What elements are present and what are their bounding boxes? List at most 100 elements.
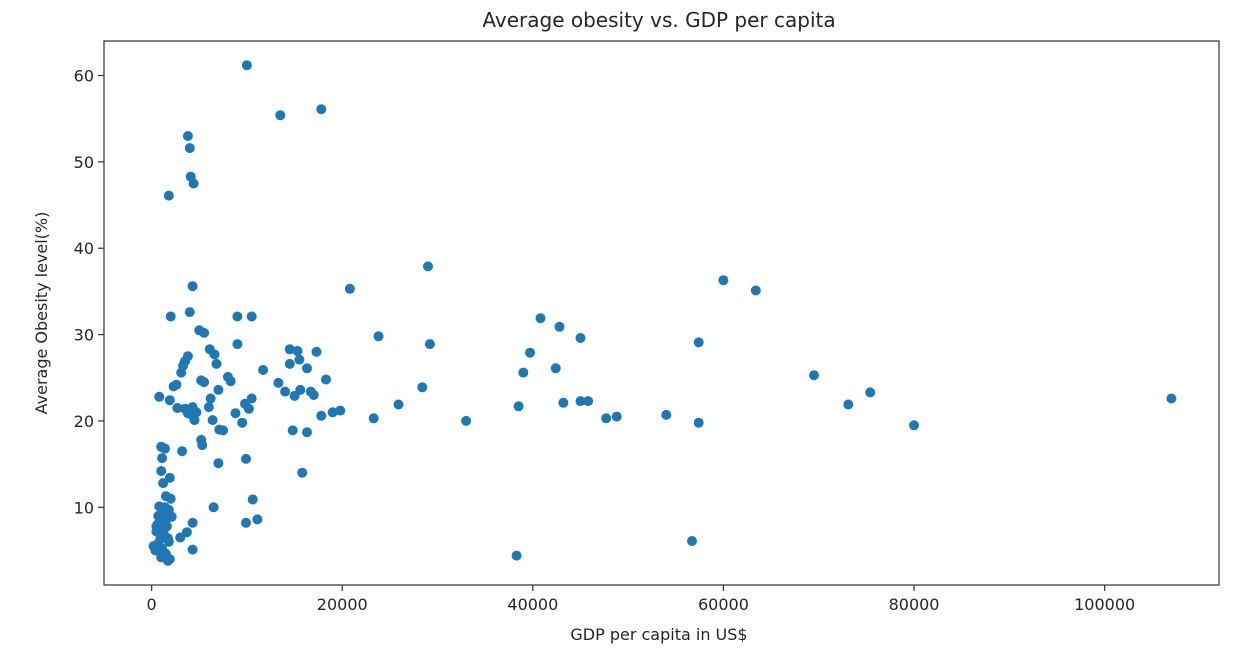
data-point — [373, 331, 384, 342]
x-tick-label: 0 — [147, 595, 157, 614]
data-point — [213, 458, 224, 469]
data-point — [209, 349, 220, 360]
data-point — [321, 374, 331, 385]
data-point — [207, 415, 218, 426]
data-point — [718, 275, 729, 286]
data-point — [171, 379, 182, 390]
data-point — [164, 395, 175, 406]
data-point — [575, 396, 586, 407]
y-axis: 10 20 30 40 50 60 — [74, 67, 104, 517]
data-point — [554, 321, 565, 332]
data-point — [208, 502, 219, 513]
data-point — [287, 425, 298, 436]
data-point — [311, 346, 322, 357]
data-point — [611, 411, 622, 422]
data-point — [160, 506, 170, 517]
data-point — [247, 494, 258, 505]
data-point — [297, 467, 308, 478]
data-point — [165, 311, 176, 322]
data-point — [161, 521, 172, 532]
data-point — [423, 261, 433, 272]
data-point — [302, 427, 312, 438]
data-point — [1166, 393, 1177, 404]
data-point — [461, 415, 472, 426]
data-point — [294, 354, 305, 365]
y-tick-label: 60 — [74, 67, 94, 86]
data-point — [284, 344, 295, 355]
data-point — [237, 417, 248, 428]
data-point — [327, 407, 338, 418]
data-point — [163, 536, 174, 547]
y-tick-label: 10 — [74, 498, 94, 517]
data-point — [199, 327, 210, 338]
data-point — [199, 377, 210, 388]
data-point — [292, 346, 303, 356]
data-point — [417, 382, 428, 393]
data-point — [165, 493, 176, 504]
data-point — [661, 409, 672, 420]
data-points — [148, 60, 1177, 566]
data-point — [302, 363, 312, 374]
data-point — [511, 550, 522, 561]
data-point — [252, 514, 263, 525]
data-point — [191, 407, 202, 418]
data-point — [230, 408, 241, 419]
data-point — [203, 402, 214, 413]
data-point — [205, 393, 216, 404]
data-point — [241, 60, 252, 71]
data-point — [181, 527, 192, 538]
x-tick-label: 80000 — [889, 595, 940, 614]
data-point — [865, 387, 876, 398]
data-point — [308, 390, 319, 400]
data-point — [172, 403, 183, 413]
data-point — [156, 466, 167, 476]
data-point — [843, 399, 854, 410]
data-point — [693, 417, 704, 428]
data-point — [275, 110, 286, 121]
chart-title: Average obesity vs. GDP per capita — [482, 8, 835, 32]
data-point — [344, 283, 355, 294]
data-point — [558, 397, 569, 408]
data-point — [218, 425, 229, 436]
data-point — [211, 358, 222, 369]
data-point — [182, 351, 193, 362]
data-point — [750, 285, 761, 296]
data-point — [189, 415, 200, 426]
data-point — [535, 313, 546, 324]
data-point — [177, 446, 188, 457]
data-point — [164, 554, 175, 565]
data-point — [335, 405, 346, 416]
plot-area — [103, 40, 1220, 586]
data-point — [258, 365, 269, 375]
data-point — [550, 363, 561, 374]
data-point — [151, 521, 162, 532]
x-tick-label: 40000 — [507, 595, 558, 614]
x-axis: 0 20000 40000 60000 80000 100000 — [147, 585, 1135, 614]
x-tick-label: 100000 — [1074, 595, 1135, 614]
data-point — [197, 440, 208, 451]
data-point — [241, 517, 251, 528]
data-point — [182, 131, 193, 141]
x-tick-label: 20000 — [317, 595, 368, 614]
data-point — [160, 443, 170, 454]
data-point — [583, 396, 594, 407]
data-point — [316, 410, 327, 421]
data-point — [163, 190, 174, 201]
data-point — [187, 517, 198, 528]
data-point — [513, 401, 524, 412]
y-tick-label: 50 — [74, 153, 94, 172]
data-point — [693, 337, 704, 348]
data-point — [246, 393, 257, 404]
data-point — [295, 384, 306, 395]
data-point — [188, 178, 199, 189]
data-point — [525, 347, 535, 358]
data-point — [159, 529, 169, 540]
plot-frame — [103, 40, 1220, 586]
y-tick-label: 30 — [74, 326, 94, 345]
data-point — [157, 453, 168, 464]
data-point — [909, 420, 919, 431]
x-tick-label: 60000 — [698, 595, 749, 614]
data-point — [368, 413, 379, 424]
data-point — [601, 413, 612, 424]
